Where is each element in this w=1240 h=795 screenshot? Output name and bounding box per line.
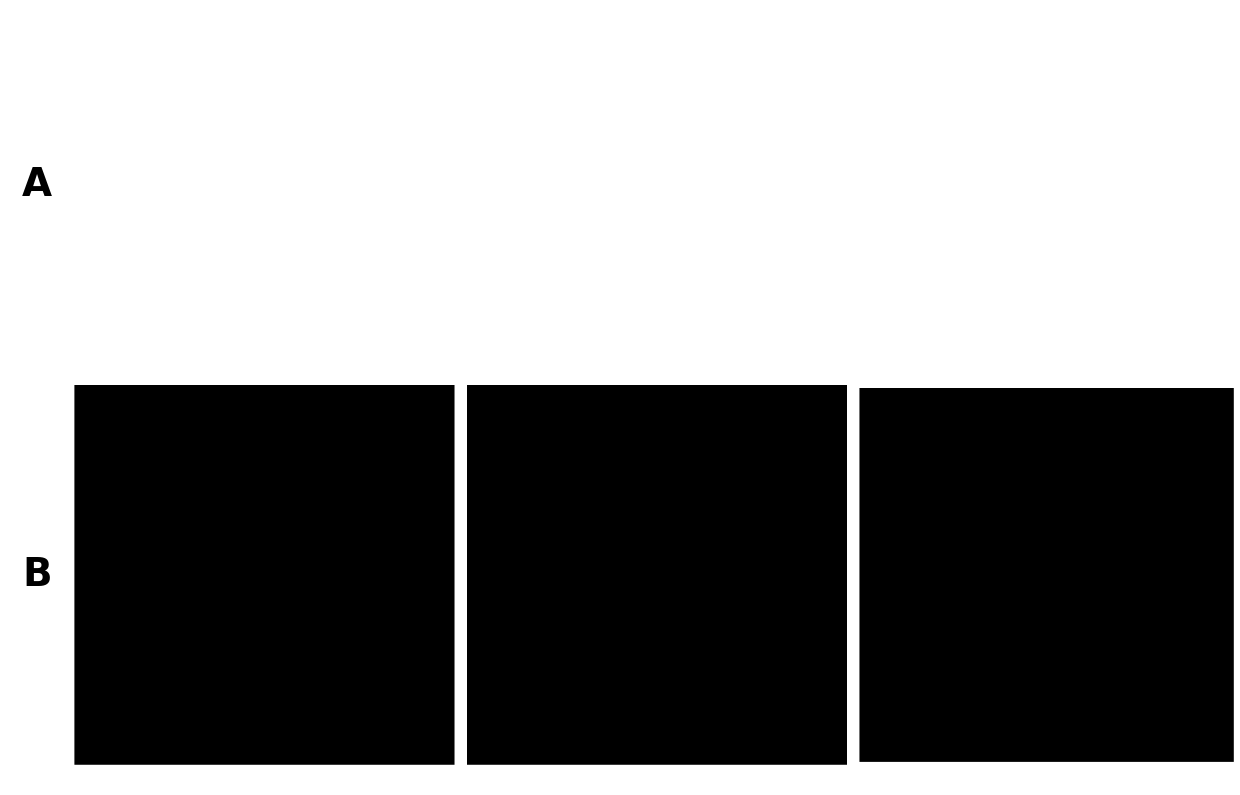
Polygon shape: [1042, 554, 1053, 565]
PathPatch shape: [859, 387, 1234, 762]
Polygon shape: [1033, 561, 1045, 573]
Text: B: B: [22, 556, 52, 594]
Polygon shape: [644, 561, 655, 573]
Polygon shape: [1017, 537, 1076, 597]
Polygon shape: [651, 554, 662, 565]
PathPatch shape: [74, 385, 455, 765]
PathPatch shape: [467, 385, 847, 765]
Polygon shape: [626, 537, 687, 598]
Text: A: A: [22, 166, 52, 204]
Polygon shape: [658, 561, 671, 573]
Polygon shape: [1049, 561, 1060, 573]
